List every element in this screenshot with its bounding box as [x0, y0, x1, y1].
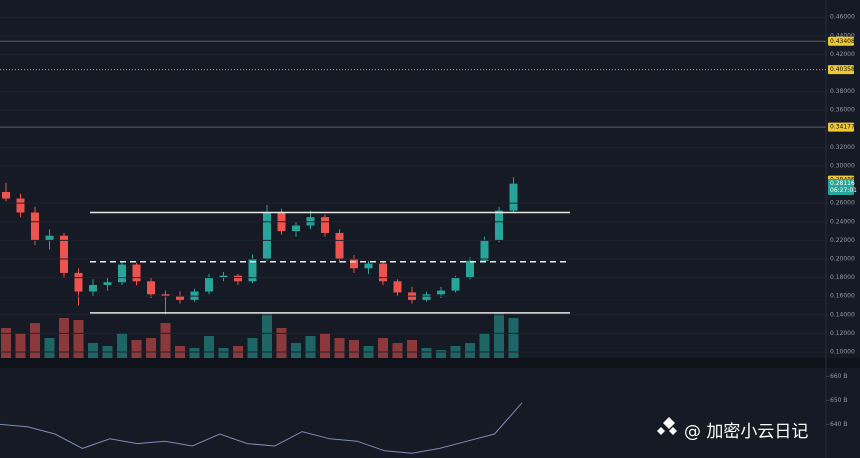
candle-body [60, 235, 68, 273]
y-tick-label: 0.36000 [830, 107, 855, 114]
candle-body [393, 281, 402, 293]
candle-body [118, 264, 126, 283]
indicator-line [0, 402, 523, 454]
volume-bar [1, 328, 11, 358]
price-tag-label: 0.40358 [830, 66, 855, 73]
y-tick-label: 0.32000 [830, 144, 855, 151]
watermark-logo [657, 417, 677, 435]
countdown-label: 06:27:01 [830, 187, 857, 194]
pane-separator [0, 358, 860, 368]
candle-body [31, 212, 39, 241]
y-tick-label: 0.16000 [830, 293, 855, 300]
volume-bar [247, 338, 258, 358]
volume-bar [320, 333, 330, 358]
volume-bar [146, 338, 156, 358]
candle-body [495, 210, 503, 241]
y-tick-label: 0.26000 [830, 200, 855, 207]
candle-body [176, 296, 184, 300]
last-price-label: 0.28116 [830, 180, 855, 187]
volume-bar [73, 320, 84, 358]
candle-body [248, 258, 257, 282]
volume-bar [421, 348, 432, 358]
watermark-text: @ 加密小云日记 [684, 422, 808, 442]
volume-bar [262, 313, 272, 358]
volume-bar [494, 313, 504, 358]
candle-body [292, 225, 300, 232]
volume-bar [189, 348, 200, 358]
y-tick-label: 0.18000 [830, 274, 855, 281]
volume-bar [392, 343, 403, 358]
volume-bar [117, 333, 127, 358]
candle-body [234, 275, 242, 282]
candle-body [205, 277, 213, 292]
y-tick-label: 0.10000 [830, 348, 855, 355]
indicator-tick-label: 650 B [830, 397, 847, 404]
candle-body [263, 212, 271, 259]
candle-body [350, 258, 358, 269]
volume-bar [160, 323, 171, 358]
volume-bar [305, 336, 316, 358]
volume-bar [131, 340, 142, 358]
price-tag-label: 0.34177 [830, 124, 855, 131]
indicator-tick-label: 660 B [830, 373, 847, 380]
y-tick-label: 0.14000 [830, 311, 855, 318]
candle-body [132, 264, 141, 282]
candle-body [422, 294, 431, 300]
volume-bar [30, 323, 40, 358]
candle-body [437, 290, 445, 295]
candle-body [364, 263, 373, 269]
y-tick-label: 0.44000 [830, 32, 855, 39]
volume-bar [204, 336, 214, 358]
volume-bar [465, 343, 475, 358]
y-tick-label: 0.42000 [830, 51, 855, 58]
candle-body [219, 275, 228, 278]
candle-body [161, 294, 170, 297]
y-tick-label: 0.38000 [830, 88, 855, 95]
candle-body [2, 192, 10, 199]
candle-body [451, 277, 460, 291]
candle-body [74, 272, 83, 292]
volume-bar [59, 318, 69, 358]
y-tick-label: 0.22000 [830, 237, 855, 244]
y-tick-label: 0.12000 [830, 330, 855, 337]
price-tag [828, 36, 854, 46]
candle-body [45, 235, 54, 241]
volume-bar [479, 333, 490, 358]
volume-bar [291, 343, 301, 358]
price-tag [828, 122, 854, 132]
indicator-tick-label: 640 B [830, 421, 847, 428]
volume-bar [508, 318, 519, 358]
last-price-tag [828, 179, 854, 196]
candle-body [335, 232, 344, 259]
y-tick-label: 0.20000 [830, 255, 855, 262]
price-tag [828, 65, 854, 75]
volume-bar [44, 338, 55, 358]
y-tick-label: 0.46000 [830, 14, 855, 21]
candle-body [379, 263, 387, 282]
candle-body [103, 282, 112, 286]
volume-bar [436, 350, 446, 358]
y-tick-label: 0.30000 [830, 162, 855, 169]
volume-bar [378, 338, 388, 358]
volume-bar [218, 348, 229, 358]
candle-body [147, 281, 155, 295]
volume-bar [15, 333, 26, 358]
candle-body [89, 285, 97, 292]
candle-body [466, 260, 474, 278]
candle-body [321, 217, 329, 233]
watermark: @ 加密小云日记 [0, 16, 826, 442]
y-tick-label: 0.24000 [830, 218, 855, 225]
candle-body [16, 198, 25, 213]
candle-body [509, 183, 518, 211]
volume-bar [88, 343, 98, 358]
candle-body [480, 240, 489, 261]
price-tag-label: 0.43408 [830, 38, 855, 45]
volume-bar [334, 338, 345, 358]
volume-bar [349, 340, 359, 358]
volume-bar [407, 340, 417, 358]
volume-bar [276, 328, 287, 358]
